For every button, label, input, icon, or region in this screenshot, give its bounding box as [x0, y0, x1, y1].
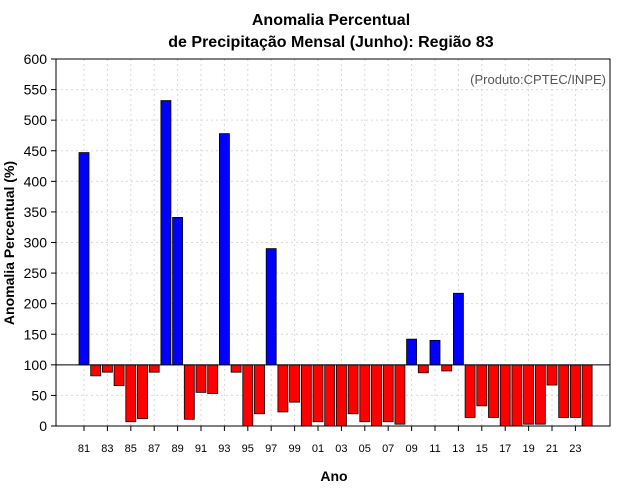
x-axis-label: Ano — [320, 468, 347, 484]
bar-12 — [441, 364, 453, 372]
x-tick-label: 89 — [171, 443, 183, 455]
chart-title-line1: Anomalia Percentual — [252, 12, 410, 29]
x-tick-label: 81 — [78, 443, 90, 455]
y-tick-label: 0 — [39, 418, 47, 434]
bar-14 — [464, 364, 476, 418]
bar-10 — [417, 364, 429, 374]
bar-04 — [347, 364, 359, 415]
y-tick-label: 500 — [24, 112, 48, 128]
x-tick-label: 19 — [522, 443, 534, 455]
x-tick-label: 97 — [265, 443, 277, 455]
x-tick-label: 09 — [405, 443, 417, 455]
bar-11 — [429, 339, 441, 366]
y-tick-label: 50 — [31, 387, 47, 403]
x-tick-label: 17 — [499, 443, 511, 455]
y-tick-label: 100 — [24, 357, 48, 373]
bar-94 — [230, 364, 242, 373]
y-tick-label: 400 — [24, 173, 48, 189]
y-tick-label: 150 — [24, 326, 48, 342]
y-axis: 0 50 100 150 200 250 300 350 400 450 500 550 600 — [24, 51, 56, 434]
x-tick-label: 87 — [148, 443, 160, 455]
bar-07 — [382, 364, 394, 423]
bars-group — [78, 100, 593, 427]
y-tick-label: 250 — [24, 265, 48, 281]
bar-01 — [312, 364, 324, 423]
bar-08 — [394, 364, 406, 425]
bar-23 — [570, 364, 581, 418]
x-tick-label: 99 — [288, 443, 300, 455]
bar-81 — [78, 152, 90, 366]
bar-87 — [148, 364, 160, 373]
x-tick-label: 01 — [312, 443, 324, 455]
bar-00 — [300, 364, 312, 427]
x-axis: 81 83 85 87 89 91 93 95 97 99 01 03 05 07 09 11 13 15 17 19… — [78, 426, 582, 455]
bar-21 — [546, 364, 558, 386]
x-tick-label: 93 — [218, 443, 230, 455]
y-tick-label: 550 — [24, 82, 48, 98]
bar-24 — [581, 364, 593, 427]
bar-20 — [534, 364, 546, 425]
bar-03 — [335, 364, 347, 427]
x-tick-label: 21 — [546, 443, 558, 455]
bar-88 — [160, 100, 172, 366]
bar-22 — [558, 364, 570, 418]
x-tick-label: 83 — [101, 443, 113, 455]
bar-90 — [183, 364, 195, 420]
x-tick-label: 95 — [242, 443, 254, 455]
x-tick-label: 03 — [335, 443, 347, 455]
bar-98 — [277, 364, 289, 413]
bar-93 — [218, 133, 230, 366]
x-tick-label: 07 — [382, 443, 394, 455]
x-tick-label: 05 — [359, 443, 371, 455]
bar-84 — [113, 364, 125, 387]
bar-83 — [102, 364, 113, 373]
y-tick-label: 350 — [24, 204, 48, 220]
y-tick-label: 200 — [24, 296, 48, 312]
y-axis-label: Anomalia Percentual (%) — [1, 161, 17, 325]
x-tick-label: 15 — [476, 443, 488, 455]
bar-17 — [499, 364, 511, 427]
bar-99 — [289, 364, 301, 403]
x-tick-label: 91 — [195, 443, 207, 455]
bar-82 — [90, 364, 102, 377]
x-tick-label: 11 — [429, 443, 440, 455]
bar-95 — [242, 364, 254, 427]
bar-96 — [254, 364, 265, 415]
x-tick-label: 13 — [452, 443, 464, 455]
bar-15 — [476, 364, 488, 407]
bar-86 — [137, 364, 148, 420]
x-tick-label: 85 — [125, 443, 137, 455]
bar-92 — [207, 364, 219, 394]
bar-91 — [195, 364, 207, 393]
x-tick-label: 23 — [569, 443, 581, 455]
bar-85 — [125, 364, 137, 423]
y-tick-label: 300 — [24, 235, 48, 251]
bar-19 — [523, 364, 534, 425]
bar-05 — [359, 364, 371, 423]
bar-06 — [371, 364, 382, 427]
bar-13 — [452, 292, 464, 366]
chart-title-line2: de Precipitação Mensal (Junho): Região 8… — [168, 34, 494, 51]
bar-18 — [511, 364, 523, 427]
y-tick-label: 600 — [24, 51, 48, 67]
credit-text: (Produto:CPTEC/INPE) — [470, 72, 606, 87]
bar-89 — [172, 217, 184, 366]
bar-09 — [406, 338, 418, 366]
bar-02 — [324, 364, 336, 427]
bar-16 — [488, 364, 499, 418]
y-tick-label: 450 — [24, 143, 48, 159]
bar-97 — [265, 248, 277, 366]
